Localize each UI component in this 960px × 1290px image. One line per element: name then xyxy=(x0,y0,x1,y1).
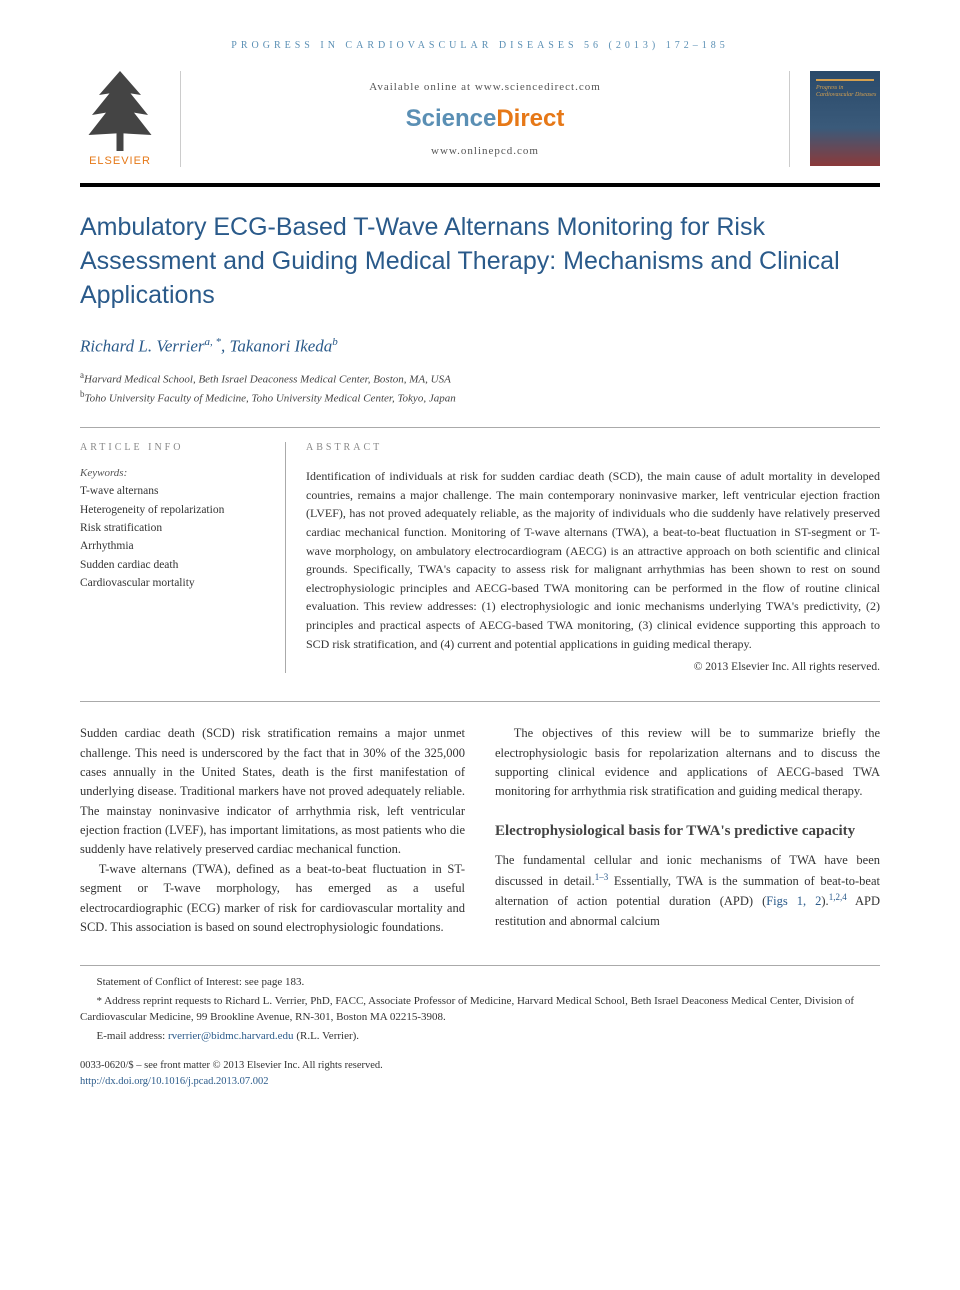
email-author: (R.L. Verrier). xyxy=(294,1030,359,1042)
body-col-left: Sudden cardiac death (SCD) risk stratifi… xyxy=(80,724,465,937)
keyword: Heterogeneity of repolarization xyxy=(80,501,255,519)
citation-ref[interactable]: 1–3 xyxy=(595,872,609,882)
abstract-copyright: © 2013 Elsevier Inc. All rights reserved… xyxy=(306,661,880,673)
email-line: E-mail address: rverrier@bidmc.harvard.e… xyxy=(80,1028,880,1045)
body-paragraph: The objectives of this review will be to… xyxy=(495,724,880,802)
abstract-col: ABSTRACT Identification of individuals a… xyxy=(285,442,880,673)
body-rule xyxy=(80,701,880,702)
abstract-text: Identification of individuals at risk fo… xyxy=(306,467,880,653)
info-abstract-row: ARTICLE INFO Keywords: T-wave alternans … xyxy=(80,427,880,673)
body-paragraph: The fundamental cellular and ionic mecha… xyxy=(495,851,880,931)
sciencedirect-logo[interactable]: ScienceDirect xyxy=(201,105,769,133)
body-paragraph: T-wave alternans (TWA), defined as a bea… xyxy=(80,860,465,938)
elsevier-label: ELSEVIER xyxy=(89,155,151,167)
author-2[interactable]: , Takanori Ikeda xyxy=(221,337,332,356)
authors-line: Richard L. Verriera, *, Takanori Ikedab xyxy=(80,336,880,357)
affiliation-b: Toho University Faculty of Medicine, Toh… xyxy=(85,393,456,405)
article-info-label: ARTICLE INFO xyxy=(80,442,255,453)
author-1[interactable]: Richard L. Verrier xyxy=(80,337,205,356)
affiliation-a: Harvard Medical School, Beth Israel Deac… xyxy=(84,374,451,386)
body-col-right: The objectives of this review will be to… xyxy=(495,724,880,937)
front-matter-line: 0033-0620/$ – see front matter © 2013 El… xyxy=(80,1058,880,1074)
footer-notes: Statement of Conflict of Interest: see p… xyxy=(80,965,880,1044)
article-title: Ambulatory ECG-Based T-Wave Alternans Mo… xyxy=(80,211,880,312)
body-paragraph: Sudden cardiac death (SCD) risk stratifi… xyxy=(80,724,465,860)
bottom-meta: 0033-0620/$ – see front matter © 2013 El… xyxy=(80,1058,880,1090)
abstract-label: ABSTRACT xyxy=(306,442,880,453)
keyword: T-wave alternans xyxy=(80,482,255,500)
keyword: Arrhythmia xyxy=(80,537,255,555)
reprint-address: * Address reprint requests to Richard L.… xyxy=(80,993,880,1026)
author-1-affil[interactable]: a, xyxy=(205,336,213,348)
title-rule xyxy=(80,183,880,187)
article-info-col: ARTICLE INFO Keywords: T-wave alternans … xyxy=(80,442,255,673)
conflict-statement: Statement of Conflict of Interest: see p… xyxy=(80,974,880,991)
author-2-affil[interactable]: b xyxy=(332,336,338,348)
email-link[interactable]: rverrier@bidmc.harvard.edu xyxy=(168,1030,294,1042)
citation-ref[interactable]: 1,2,4 xyxy=(829,892,847,902)
doi-link[interactable]: http://dx.doi.org/10.1016/j.pcad.2013.07… xyxy=(80,1076,269,1087)
journal-cover-thumbnail[interactable]: Progress in Cardiovascular Diseases xyxy=(810,71,880,166)
elsevier-logo[interactable]: ELSEVIER xyxy=(80,71,160,167)
journal-website[interactable]: www.onlinepcd.com xyxy=(201,145,769,157)
elsevier-tree-icon xyxy=(85,71,155,151)
keywords-label: Keywords: xyxy=(80,467,255,479)
keywords-list: T-wave alternans Heterogeneity of repola… xyxy=(80,482,255,592)
sd-science: Science xyxy=(406,105,497,132)
cover-title: Progress in Cardiovascular Diseases xyxy=(816,85,880,99)
keyword: Cardiovascular mortality xyxy=(80,574,255,592)
email-label: E-mail address: xyxy=(97,1030,168,1042)
affiliations: aHarvard Medical School, Beth Israel Dea… xyxy=(80,369,880,407)
sd-direct: Direct xyxy=(496,105,564,132)
section-heading: Electrophysiological basis for TWA's pre… xyxy=(495,822,880,842)
figure-ref[interactable]: Figs 1, 2 xyxy=(766,894,821,908)
sciencedirect-banner: Available online at www.sciencedirect.co… xyxy=(180,71,790,167)
body-text: ). xyxy=(821,894,828,908)
publisher-banner: ELSEVIER Available online at www.science… xyxy=(80,71,880,175)
available-online-text: Available online at www.sciencedirect.co… xyxy=(201,81,769,93)
keyword: Sudden cardiac death xyxy=(80,556,255,574)
body-columns: Sudden cardiac death (SCD) risk stratifi… xyxy=(80,724,880,937)
journal-citation-header: PROGRESS IN CARDIOVASCULAR DISEASES 56 (… xyxy=(80,40,880,51)
keyword: Risk stratification xyxy=(80,519,255,537)
